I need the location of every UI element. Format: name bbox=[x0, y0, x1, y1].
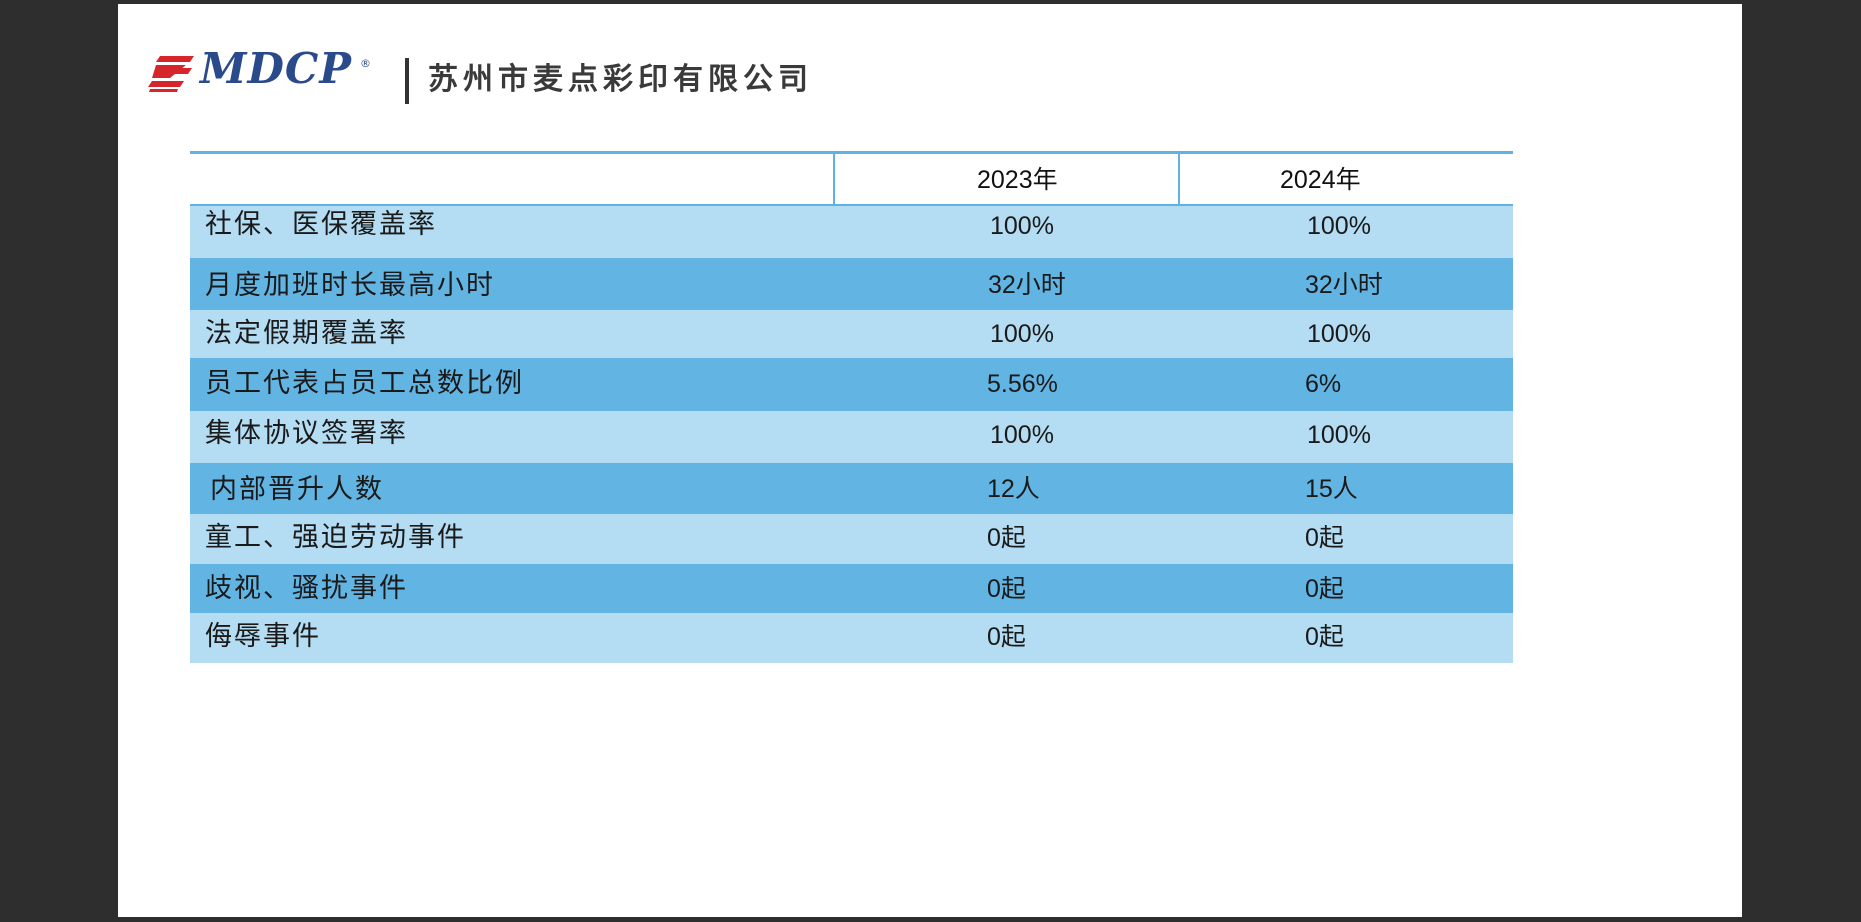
table-row: 社保、医保覆盖率 100% 100% bbox=[190, 206, 1513, 258]
row-label: 童工、强迫劳动事件 bbox=[205, 522, 466, 553]
value-2024: 100% bbox=[1307, 320, 1371, 348]
row-label: 员工代表占员工总数比例 bbox=[205, 368, 524, 399]
value-2024: 15人 bbox=[1305, 475, 1358, 503]
column-header-2024: 2024年 bbox=[1280, 166, 1361, 194]
registered-mark: ® bbox=[360, 57, 371, 70]
header-divider bbox=[405, 58, 409, 104]
value-2024: 100% bbox=[1307, 421, 1371, 449]
logo-wordmark: MDCP bbox=[200, 44, 352, 93]
row-label: 侮辱事件 bbox=[205, 621, 321, 652]
column-divider bbox=[1178, 154, 1180, 204]
row-label: 歧视、骚扰事件 bbox=[205, 573, 408, 604]
table-header: 2023年 2024年 bbox=[190, 151, 1513, 206]
column-header-2023: 2023年 bbox=[977, 166, 1058, 194]
mdcp-logo-icon bbox=[148, 56, 194, 92]
row-label: 月度加班时长最高小时 bbox=[205, 270, 495, 301]
value-2024: 100% bbox=[1307, 212, 1371, 240]
value-2024: 0起 bbox=[1305, 524, 1344, 552]
document-page: MDCP ® 苏州市麦点彩印有限公司 2023年 2024年 社保、医保覆盖率 … bbox=[118, 4, 1742, 917]
company-name: 苏州市麦点彩印有限公司 bbox=[428, 62, 813, 97]
value-2024: 0起 bbox=[1305, 575, 1344, 603]
value-2024: 32小时 bbox=[1305, 271, 1383, 299]
value-2023: 100% bbox=[990, 421, 1054, 449]
table-row: 侮辱事件 0起 0起 bbox=[190, 613, 1513, 663]
table-row: 员工代表占员工总数比例 5.56% 6% bbox=[190, 358, 1513, 411]
table-row: 歧视、骚扰事件 0起 0起 bbox=[190, 564, 1513, 613]
row-label: 内部晋升人数 bbox=[210, 474, 384, 505]
value-2023: 0起 bbox=[987, 623, 1026, 651]
table-row: 月度加班时长最高小时 32小时 32小时 bbox=[190, 258, 1513, 310]
table-row: 童工、强迫劳动事件 0起 0起 bbox=[190, 514, 1513, 564]
data-table: 2023年 2024年 社保、医保覆盖率 100% 100% 月度加班时长最高小… bbox=[190, 151, 1513, 663]
table-row: 法定假期覆盖率 100% 100% bbox=[190, 310, 1513, 358]
column-divider bbox=[833, 154, 835, 204]
value-2023: 100% bbox=[990, 212, 1054, 240]
value-2023: 12人 bbox=[987, 475, 1040, 503]
value-2023: 100% bbox=[990, 320, 1054, 348]
row-label: 集体协议签署率 bbox=[205, 418, 408, 449]
value-2023: 32小时 bbox=[988, 271, 1066, 299]
table-row: 集体协议签署率 100% 100% bbox=[190, 411, 1513, 463]
value-2024: 0起 bbox=[1305, 623, 1344, 651]
value-2024: 6% bbox=[1305, 370, 1342, 398]
table-row: 内部晋升人数 12人 15人 bbox=[190, 463, 1513, 514]
value-2023: 0起 bbox=[987, 524, 1026, 552]
value-2023: 5.56% bbox=[987, 370, 1058, 398]
row-label: 法定假期覆盖率 bbox=[205, 318, 408, 349]
row-label: 社保、医保覆盖率 bbox=[205, 209, 437, 240]
value-2023: 0起 bbox=[987, 575, 1026, 603]
